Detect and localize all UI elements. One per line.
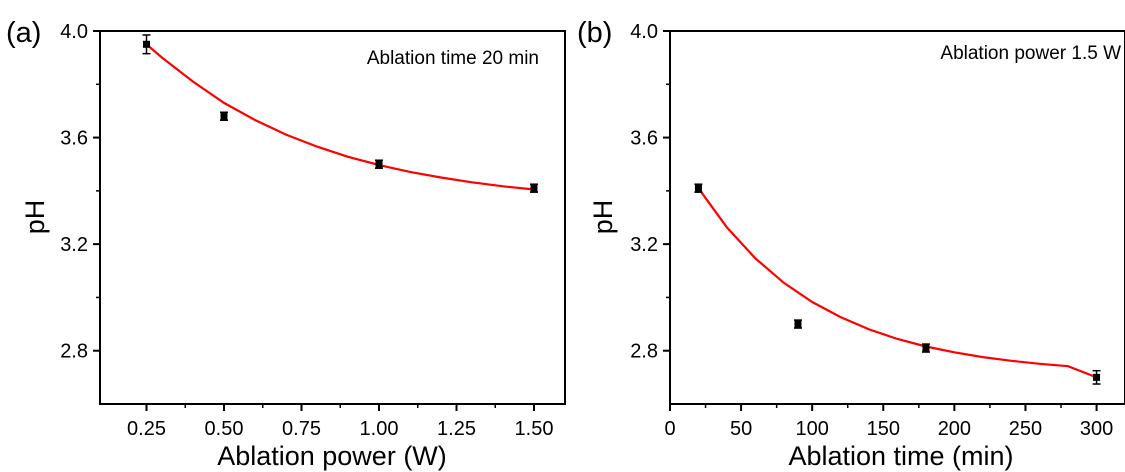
- annotation: Ablation power 1.5 W: [940, 43, 1121, 64]
- y-tick-label: 3.2: [630, 234, 658, 256]
- y-tick-label: 3.6: [630, 128, 658, 150]
- x-tick-label: 300: [1080, 418, 1113, 440]
- x-axis-label: Ablation power (W): [217, 441, 447, 471]
- points-layer: [694, 183, 1101, 385]
- x-tick-label: 50: [730, 418, 752, 440]
- panel-label: (b): [577, 17, 612, 49]
- x-tick-label: 0: [664, 418, 675, 440]
- y-tick-label: 4.0: [60, 21, 88, 43]
- panel-b: (b) Ablation power 1.5 W Ablation time (…: [577, 17, 1125, 471]
- x-tick-label: 200: [938, 418, 971, 440]
- x-tick-label: 1.25: [437, 418, 476, 440]
- y-tick-label: 3.2: [60, 234, 88, 256]
- data-point: [1093, 373, 1101, 381]
- data-point: [143, 40, 150, 48]
- y-tick-label: 2.8: [60, 341, 88, 363]
- x-tick-label: 150: [867, 418, 900, 440]
- annotation: Ablation time 20 min: [367, 48, 539, 69]
- x-tick-label: 250: [1009, 418, 1042, 440]
- plot-frame: [99, 30, 566, 405]
- data-point: [375, 160, 383, 168]
- fit-layer: [697, 187, 1098, 379]
- x-ticks: 0.25 0.50 0.75 1.00 1.25 1.50: [127, 404, 553, 440]
- y-axis-label: pH: [20, 200, 50, 235]
- fit-curve: [697, 187, 1098, 379]
- x-tick-label: 0.25: [127, 418, 166, 440]
- y-tick-label: 3.6: [60, 128, 88, 150]
- plot-frame: [669, 30, 1125, 405]
- fit-layer: [145, 43, 535, 191]
- y-ticks: 2.8 3.2 3.6 4.0: [60, 21, 100, 363]
- x-tick-label: 1.50: [515, 418, 554, 440]
- fit-curve: [145, 43, 535, 191]
- x-ticks: 0 50 100 150 200 250 300: [664, 404, 1113, 440]
- data-point: [694, 184, 702, 192]
- y-axis-label: pH: [588, 200, 618, 235]
- data-point: [220, 112, 228, 120]
- x-axis-label: Ablation time (min): [788, 441, 1013, 471]
- x-tick-label: 1.00: [360, 418, 399, 440]
- points-layer: [142, 34, 538, 193]
- data-point: [922, 344, 930, 352]
- panel-label: (a): [6, 17, 41, 49]
- x-tick-label: 100: [796, 418, 829, 440]
- y-tick-label: 4.0: [630, 21, 658, 43]
- y-tick-label: 2.8: [630, 341, 658, 363]
- data-point: [794, 320, 802, 328]
- data-point: [530, 184, 538, 192]
- y-ticks: 2.8 3.2 3.6 4.0: [630, 21, 670, 363]
- panel-a: (a) Ablation time 20 min Ablation power …: [6, 17, 566, 471]
- x-tick-label: 0.50: [205, 418, 244, 440]
- x-tick-label: 0.75: [282, 418, 321, 440]
